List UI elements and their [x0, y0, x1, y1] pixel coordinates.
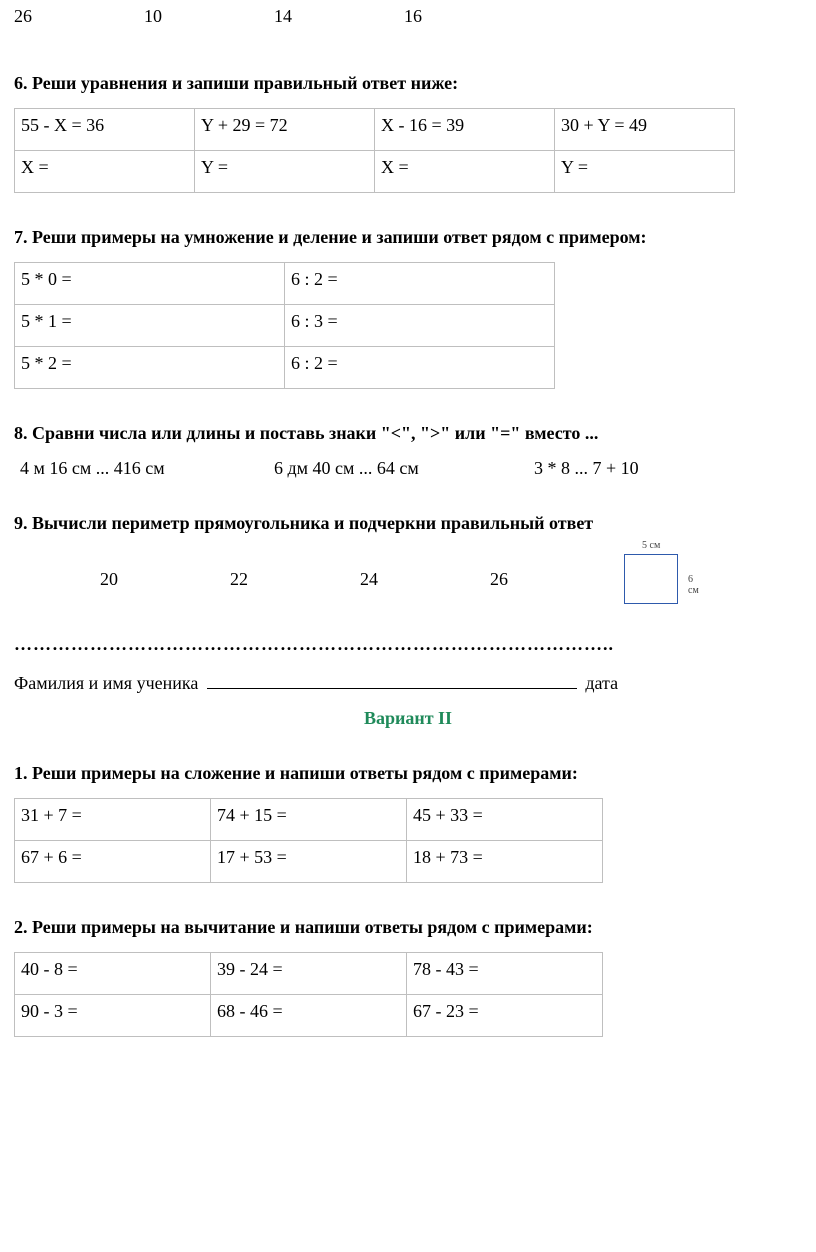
table-cell: 18 + 73 = — [407, 841, 603, 883]
table-cell: Y + 29 = 72 — [195, 109, 375, 151]
rect-top-label: 5 см — [642, 540, 660, 551]
student-label: Фамилия и имя ученика — [14, 673, 198, 693]
table-cell: 67 + 6 = — [15, 841, 211, 883]
table-cell: 39 - 24 = — [211, 953, 407, 995]
table-cell: 5 * 2 = — [15, 347, 285, 389]
perimeter-answers: 20 22 24 26 5 см 6 см — [14, 554, 802, 604]
answer-option: 26 — [434, 569, 564, 590]
equations-table: 55 - X = 36 Y + 29 = 72 X - 16 = 39 30 +… — [14, 108, 735, 193]
table-cell: 31 + 7 = — [15, 799, 211, 841]
table-cell: 30 + Y = 49 — [555, 109, 735, 151]
section-9-title: 9. Вычисли периметр прямоугольника и под… — [14, 513, 802, 534]
table-cell: 78 - 43 = — [407, 953, 603, 995]
compare-row: 4 м 16 см ... 416 см 6 дм 40 см ... 64 с… — [14, 458, 802, 479]
student-line: Фамилия и имя ученика дата — [14, 673, 802, 694]
table-cell: 45 + 33 = — [407, 799, 603, 841]
top-number: 10 — [144, 6, 274, 27]
compare-item: 4 м 16 см ... 416 см — [14, 458, 274, 479]
answer-option: 22 — [174, 569, 304, 590]
section-1-title: 1. Реши примеры на сложение и напиши отв… — [14, 763, 802, 784]
top-number: 14 — [274, 6, 404, 27]
table-cell: X = — [375, 151, 555, 193]
section-6-title: 6. Реши уравнения и запиши правильный от… — [14, 73, 802, 94]
top-number: 16 — [404, 6, 534, 27]
table-cell: 67 - 23 = — [407, 995, 603, 1037]
table-cell: X - 16 = 39 — [375, 109, 555, 151]
date-label: дата — [585, 673, 618, 693]
table-cell: 6 : 2 = — [285, 347, 555, 389]
rect-right-label: 6 см — [688, 574, 699, 596]
addition-table: 31 + 7 = 74 + 15 = 45 + 33 = 67 + 6 = 17… — [14, 798, 603, 883]
table-cell: 17 + 53 = — [211, 841, 407, 883]
table-cell: 6 : 3 = — [285, 305, 555, 347]
answer-option: 24 — [304, 569, 434, 590]
rectangle-figure: 5 см 6 см — [624, 554, 678, 604]
rectangle-icon — [624, 554, 678, 604]
table-cell: 68 - 46 = — [211, 995, 407, 1037]
table-cell: X = — [15, 151, 195, 193]
table-cell: 90 - 3 = — [15, 995, 211, 1037]
compare-item: 6 дм 40 см ... 64 см — [274, 458, 534, 479]
answer-option: 20 — [44, 569, 174, 590]
top-number: 26 — [14, 6, 144, 27]
section-7-title: 7. Реши примеры на умножение и деление и… — [14, 227, 802, 248]
table-cell: 6 : 2 = — [285, 263, 555, 305]
variant-heading: Вариант II — [14, 708, 802, 729]
compare-item: 3 * 8 ... 7 + 10 — [534, 458, 794, 479]
mult-div-table: 5 * 0 = 6 : 2 = 5 * 1 = 6 : 3 = 5 * 2 = … — [14, 262, 555, 389]
table-cell: Y = — [555, 151, 735, 193]
separator-dots: ………………………………………………………………………………….. — [14, 634, 802, 655]
table-cell: Y = — [195, 151, 375, 193]
section-2-title: 2. Реши примеры на вычитание и напиши от… — [14, 917, 802, 938]
table-cell: 5 * 0 = — [15, 263, 285, 305]
student-name-blank — [207, 675, 577, 689]
subtraction-table: 40 - 8 = 39 - 24 = 78 - 43 = 90 - 3 = 68… — [14, 952, 603, 1037]
table-cell: 5 * 1 = — [15, 305, 285, 347]
table-cell: 55 - X = 36 — [15, 109, 195, 151]
top-number-row: 26 10 14 16 — [14, 6, 802, 27]
table-cell: 74 + 15 = — [211, 799, 407, 841]
table-cell: 40 - 8 = — [15, 953, 211, 995]
section-8-title: 8. Сравни числа или длины и поставь знак… — [14, 423, 802, 444]
